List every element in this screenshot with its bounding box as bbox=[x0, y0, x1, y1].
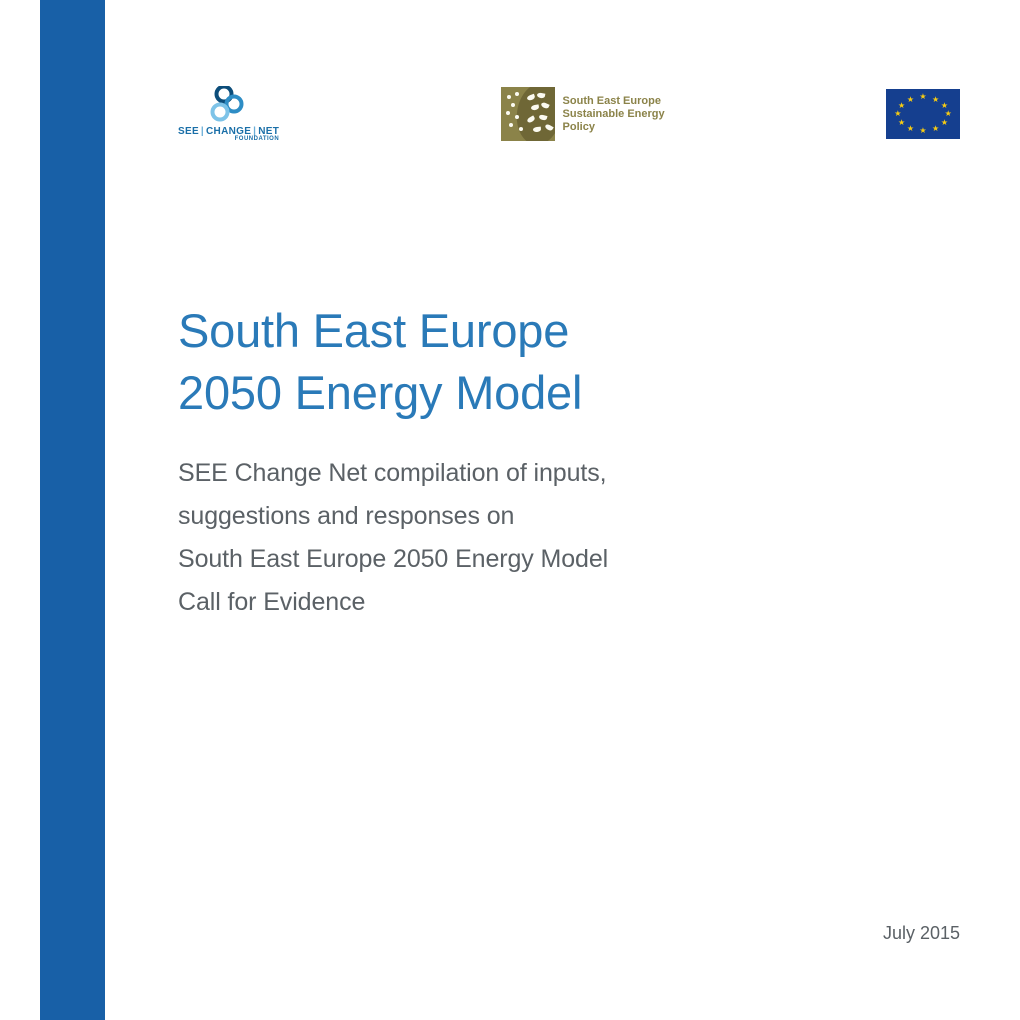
logo-see-sustainable-energy: South East Europe Sustainable Energy Pol… bbox=[501, 87, 665, 141]
document-title: South East Europe 2050 Energy Model bbox=[178, 300, 582, 424]
sep-text-block: South East Europe Sustainable Energy Pol… bbox=[563, 95, 665, 134]
sep-line1: South East Europe bbox=[563, 95, 665, 108]
logo-row: SEE|CHANGE|NET FOUNDATION bbox=[178, 86, 960, 142]
subtitle-line2: suggestions and responses on bbox=[178, 495, 608, 538]
document-subtitle: SEE Change Net compilation of inputs, su… bbox=[178, 452, 608, 624]
scn-circles-icon bbox=[207, 86, 251, 124]
main-content: SEE|CHANGE|NET FOUNDATION bbox=[178, 0, 960, 1020]
logo-see-change-net: SEE|CHANGE|NET FOUNDATION bbox=[178, 86, 279, 142]
sep-square-icon bbox=[501, 87, 555, 141]
title-line2: 2050 Energy Model bbox=[178, 362, 582, 424]
left-sidebar bbox=[40, 0, 105, 1020]
title-line1: South East Europe bbox=[178, 300, 582, 362]
subtitle-line1: SEE Change Net compilation of inputs, bbox=[178, 452, 608, 495]
subtitle-line4: Call for Evidence bbox=[178, 581, 608, 624]
sep-line2: Sustainable Energy bbox=[563, 108, 665, 121]
sep-line3: Policy bbox=[563, 121, 665, 134]
document-date: July 2015 bbox=[883, 923, 960, 944]
logo-eu-flag: ★ ★ ★ ★ ★ ★ ★ ★ ★ ★ ★ ★ bbox=[886, 89, 960, 139]
scn-text-block: SEE|CHANGE|NET FOUNDATION bbox=[178, 126, 279, 142]
subtitle-line3: South East Europe 2050 Energy Model bbox=[178, 538, 608, 581]
